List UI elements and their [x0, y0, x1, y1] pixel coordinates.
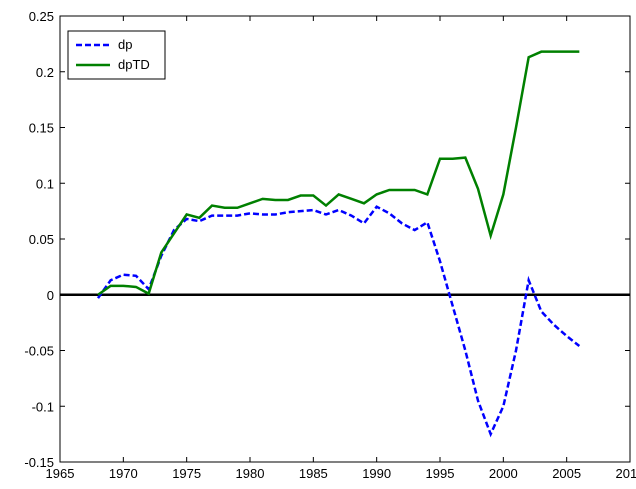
series-line — [97, 50, 580, 296]
x-tick-label: 2005 — [552, 466, 581, 481]
x-tick-label: 1965 — [46, 466, 75, 481]
y-tick-label: -0.1 — [32, 399, 54, 414]
y-tick-label: 0.1 — [36, 176, 54, 191]
x-tick-label: 2000 — [489, 466, 518, 481]
y-tick-label: 0.05 — [29, 232, 54, 247]
y-tick-label: 0.25 — [29, 9, 54, 24]
y-tick-label: 0 — [47, 288, 54, 303]
x-tick-label: 1975 — [172, 466, 201, 481]
legend-label: dp — [118, 37, 132, 52]
y-tick-label: 0.15 — [29, 121, 54, 136]
x-tick-label: 1990 — [362, 466, 391, 481]
y-tick-label: -0.05 — [24, 344, 54, 359]
legend-label: dpTD — [118, 57, 150, 72]
x-tick-label: 2010 — [616, 466, 636, 481]
x-tick-label: 1995 — [426, 466, 455, 481]
y-tick-label: -0.15 — [24, 455, 54, 470]
legend-box — [67, 30, 166, 80]
x-tick-label: 1970 — [109, 466, 138, 481]
x-tick-label: 1985 — [299, 466, 328, 481]
y-tick-label: 0.2 — [36, 65, 54, 80]
plot-area — [59, 15, 631, 463]
x-tick-label: 1980 — [236, 466, 265, 481]
